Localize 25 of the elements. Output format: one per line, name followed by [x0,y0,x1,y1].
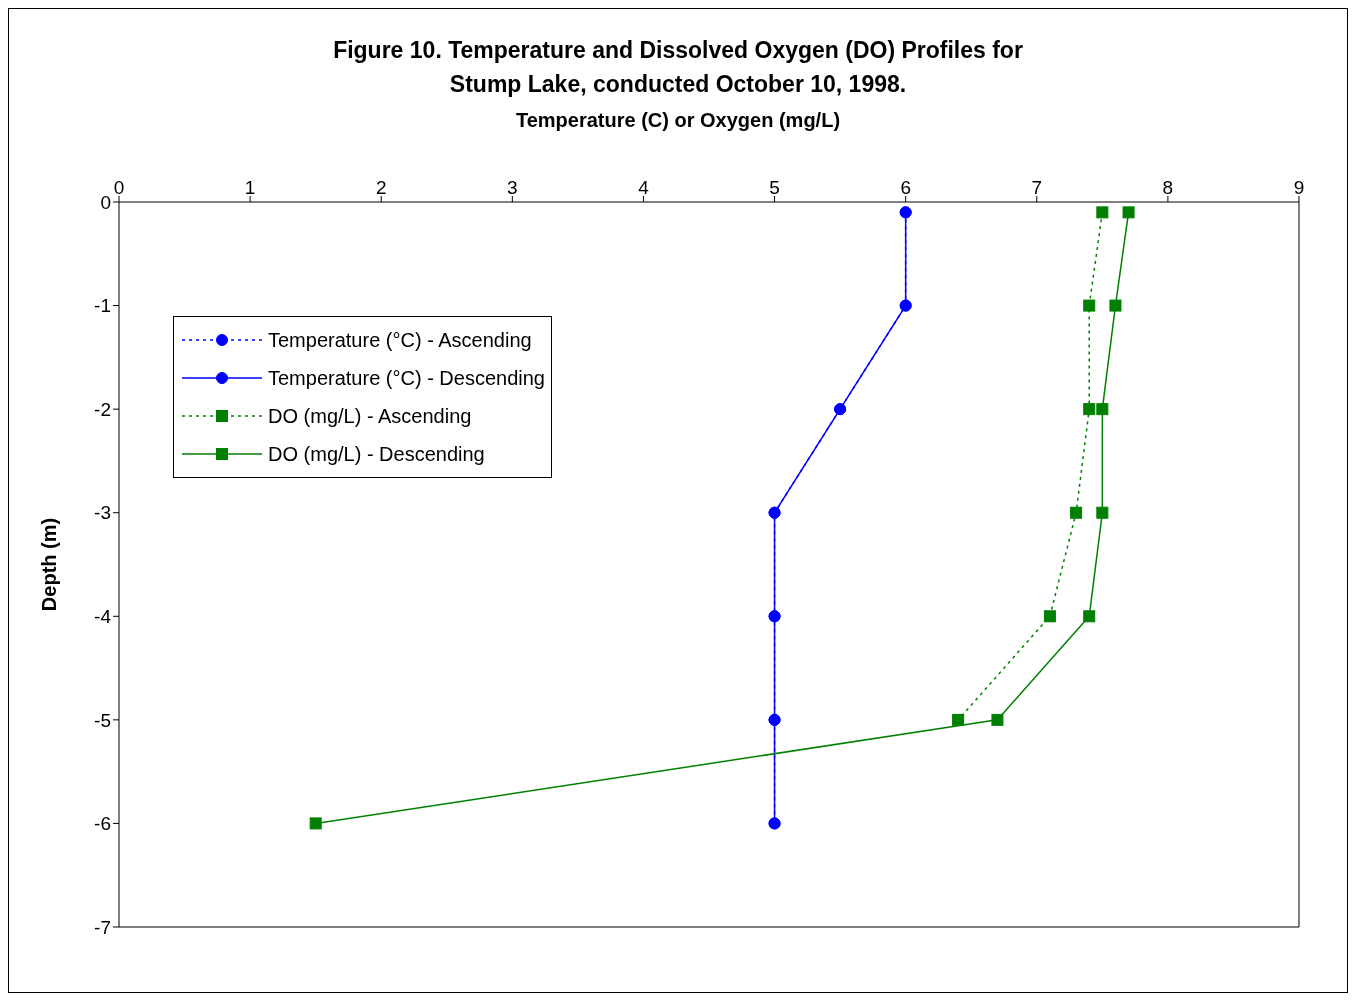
x-tick-label: 3 [507,177,518,198]
x-tick-label: 2 [375,177,387,198]
x-tick-label: 0 [113,177,125,198]
y-tick-label: -6 [94,813,111,835]
y-tick-label: -1 [94,295,111,317]
y-tick-label: -3 [94,502,111,524]
x-tick-label: 6 [900,177,911,198]
chart-title: Figure 10. Temperature and Dissolved Oxygen (DO) Profiles for Stump Lake, conducted October 10, 1998. [332,36,1024,99]
y-tick-label: -2 [94,398,111,420]
x-axis-title: Temperature (C) or Oxygen (mg/L) [514,109,842,132]
x-tick-label: 8 [1162,177,1174,198]
legend-label: DO (mg/L) - Ascending [268,404,472,428]
x-tick-label: 9 [1293,177,1305,198]
y-tick-label: -7 [94,916,111,938]
legend-label: Temperature (°C) - Descending [268,366,545,390]
y-tick-label: -5 [94,709,111,731]
x-tick-label: 1 [244,177,256,198]
x-tick-label: 4 [638,177,650,198]
x-tick-label: 5 [769,177,780,198]
legend-label: DO (mg/L) - Descending [268,442,485,466]
y-tick-label: 0 [100,191,111,213]
y-axis-title: Depth (m) [38,517,61,612]
y-tick-label: -4 [94,606,112,628]
x-tick-label: 7 [1031,177,1043,198]
legend-label: Temperature (°C) - Ascending [268,328,532,352]
